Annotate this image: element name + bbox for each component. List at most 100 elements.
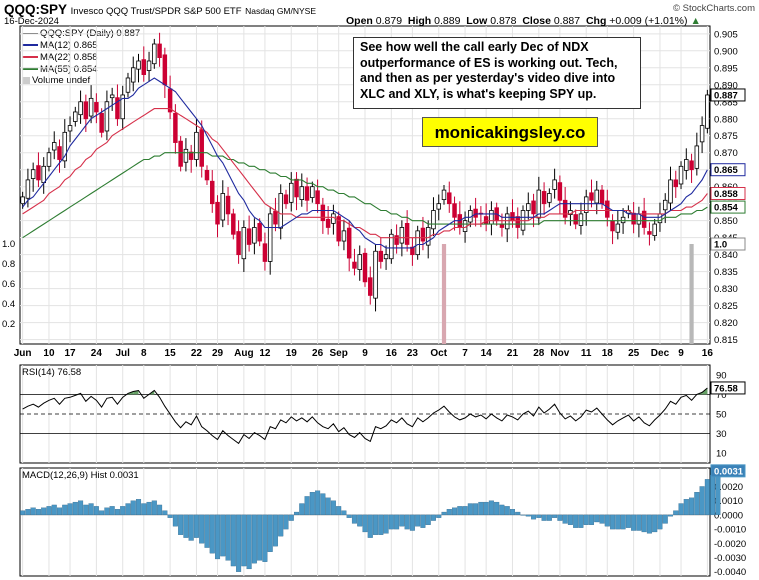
last-ma12-flag-box	[710, 163, 746, 177]
macd-tick-label: -0.0010	[714, 525, 746, 536]
candle-body	[99, 112, 104, 133]
x-tick-label: Jun	[14, 348, 32, 359]
macd-hist-bar	[267, 514, 273, 552]
macd-hist-bar	[509, 509, 516, 516]
x-tick-label: Jul	[115, 348, 130, 359]
macd-tick-label: 0.0010	[714, 496, 743, 507]
ma22-line	[22, 108, 708, 239]
legend-ma12: MA(12) 0.865	[22, 40, 98, 51]
macd-hist-bar	[678, 503, 684, 516]
macd-tick-label: 0.0020	[714, 482, 743, 493]
change-value: +0.009 (+1.01%)	[609, 15, 688, 27]
candle-body	[220, 193, 226, 221]
macd-hist-bar	[209, 514, 215, 554]
x-tick-label: 16	[386, 348, 398, 359]
macd-hist-bar	[641, 514, 647, 533]
candle-body	[689, 160, 694, 171]
candle-body	[705, 94, 710, 129]
macd-hist-bar	[562, 514, 568, 524]
macd-hist-bar	[557, 514, 563, 521]
last-ma12-flag: 0.865	[714, 165, 738, 176]
candle-body	[410, 246, 415, 256]
candle-body	[20, 196, 25, 205]
macd-hist-bar	[294, 511, 300, 516]
macd-hist-bar	[62, 504, 68, 516]
candle-body	[231, 213, 236, 235]
macd-hist-bar	[41, 507, 47, 516]
x-tick-label: 16	[702, 348, 714, 359]
price-tick-label: 0.890	[714, 80, 738, 91]
last-close-flag-box	[710, 88, 746, 102]
macd-hist-bar	[646, 514, 652, 534]
candle-body	[536, 189, 542, 219]
macd-hist-bar	[346, 514, 352, 518]
last-ma22-flag-box	[710, 186, 746, 200]
macd-hist-bar	[146, 501, 152, 516]
price-tick-label: 0.850	[714, 216, 738, 227]
macd-hist-bar	[378, 514, 384, 535]
rsi-tick-label: 10	[716, 449, 727, 460]
candle-body	[441, 189, 447, 201]
candle-body	[573, 214, 578, 225]
candle-body	[504, 213, 510, 230]
x-tick-label: 8	[141, 348, 147, 359]
macd-tick-label: -0.0040	[714, 567, 746, 578]
macd-hist-bar	[425, 514, 431, 525]
candle-body	[173, 112, 178, 143]
low-value: 0.878	[490, 15, 517, 27]
candle-body	[41, 165, 46, 184]
macd-hist-bar	[499, 504, 505, 516]
candle-body	[67, 125, 73, 132]
x-tick-label: 10	[43, 348, 55, 359]
candle-body	[36, 165, 41, 181]
candle-body	[557, 182, 563, 201]
macd-hist-bar	[214, 514, 221, 560]
macd-hist-bar	[399, 514, 405, 527]
price-tick-label: 0.900	[714, 46, 738, 57]
macd-hist-bar	[441, 511, 447, 516]
candle-body	[389, 233, 394, 260]
candle-body	[120, 94, 125, 120]
candle-body	[694, 145, 700, 169]
candle-body	[30, 169, 36, 179]
macd-hist-bar	[704, 479, 710, 516]
candle-body	[657, 213, 663, 224]
last-volume-flag-box	[710, 237, 746, 251]
macd-hist-bar	[657, 514, 663, 530]
macd-hist-bar	[583, 514, 589, 525]
candle-body	[589, 192, 594, 201]
price-tick-label: 0.905	[714, 29, 738, 40]
macd-hist-bar	[488, 500, 494, 516]
candle-body	[46, 152, 52, 167]
low-label: Low	[466, 15, 488, 27]
x-tick-label: 22	[191, 348, 203, 359]
candle-body	[246, 228, 252, 245]
x-tick-label: 29	[212, 348, 224, 359]
open-label: Open	[346, 15, 373, 27]
macd-hist-bar	[415, 514, 421, 527]
macd-hist-bar	[588, 514, 595, 525]
rsi-tick-label: 90	[716, 370, 727, 381]
candle-body	[352, 261, 357, 269]
macd-hist-bar	[246, 514, 252, 570]
macd-hist-bar	[631, 514, 637, 531]
candle-body	[325, 218, 331, 228]
macd-hist-bar	[362, 514, 368, 533]
candle-body	[583, 196, 589, 213]
candle-body	[289, 182, 294, 203]
macd-hist-bar	[109, 506, 115, 516]
candle-body	[552, 179, 557, 190]
macd-hist-bar	[183, 514, 189, 538]
volume-bar	[441, 244, 447, 344]
candle-body	[399, 227, 405, 244]
price-tick-label: 0.875	[714, 131, 738, 142]
macd-hist-bar	[51, 504, 57, 516]
candle-body	[341, 230, 347, 242]
candle-body	[594, 189, 599, 204]
macd-hist-bar	[67, 503, 73, 516]
last-ma55-flag: 0.854	[714, 203, 738, 214]
macd-hist-bar	[599, 514, 605, 524]
legend-ma12-label: MA(12) 0.865	[40, 40, 98, 51]
candle-body	[368, 277, 373, 296]
candle-body	[241, 227, 247, 260]
